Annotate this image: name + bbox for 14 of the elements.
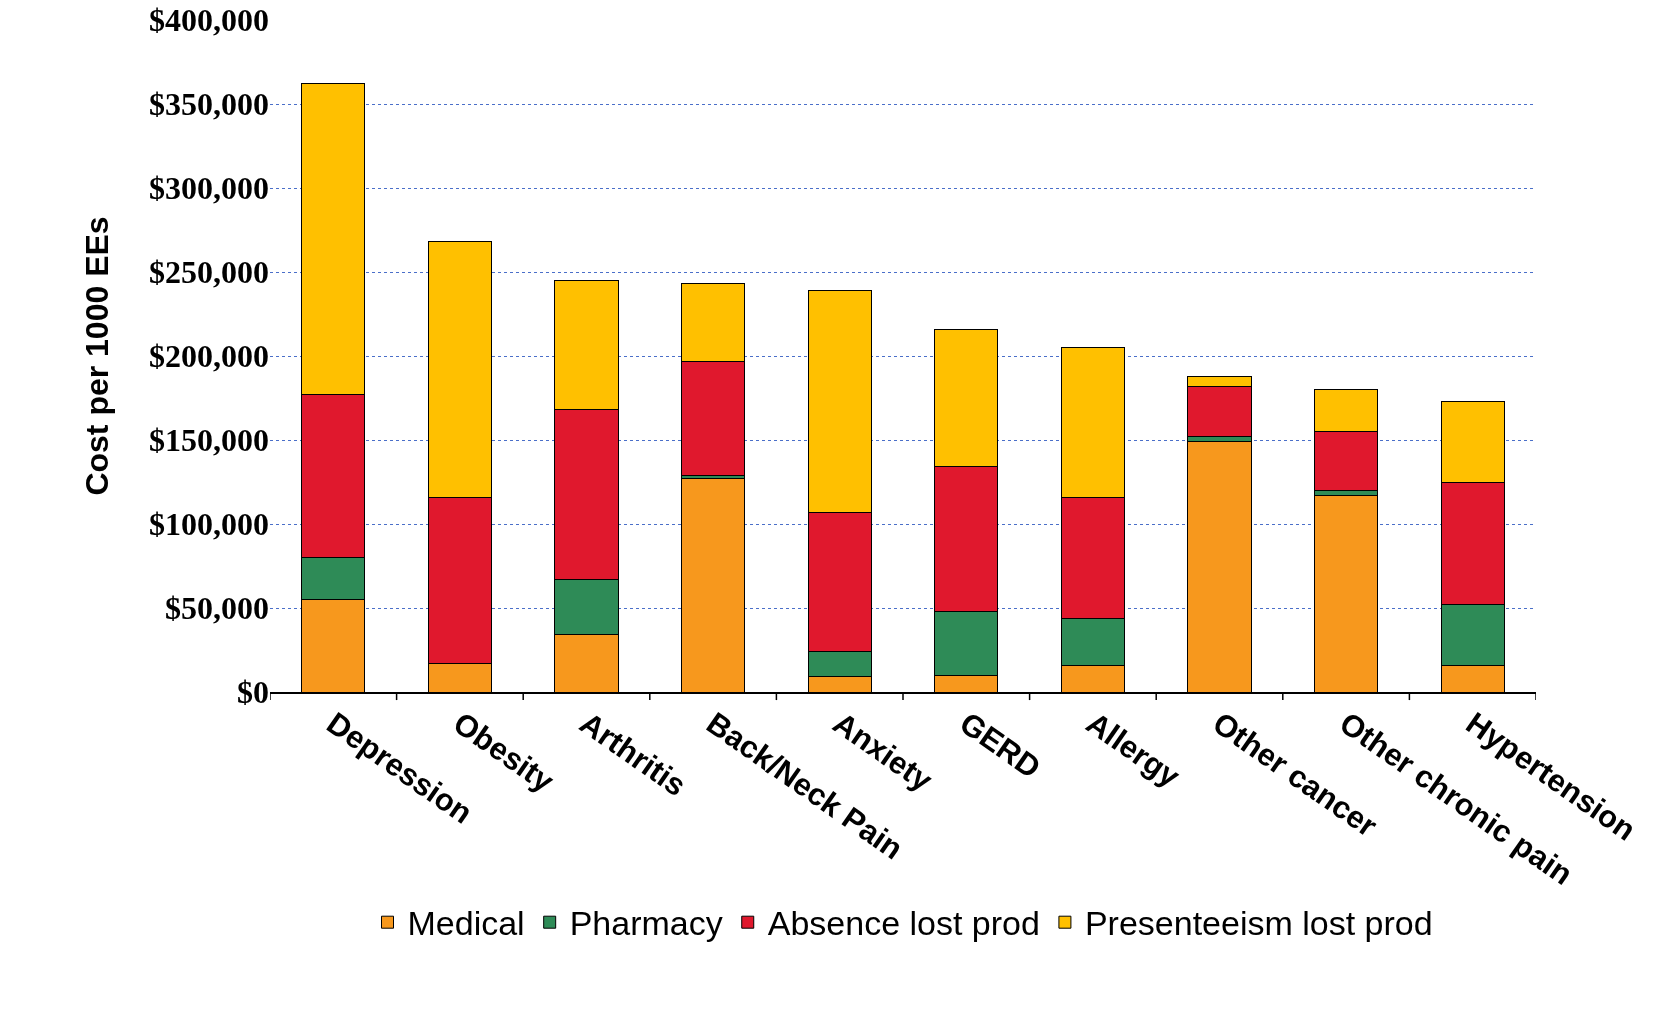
y-tick-label: $400,000 xyxy=(149,2,269,39)
legend-label: Medical xyxy=(407,904,525,943)
legend-label: Pharmacy xyxy=(569,904,723,943)
y-tick-label: $200,000 xyxy=(149,338,269,375)
legend-label: Absence lost prod xyxy=(767,904,1040,943)
y-tick-label: $250,000 xyxy=(149,254,269,291)
y-tick-label: $150,000 xyxy=(149,422,269,459)
y-tick-label: $350,000 xyxy=(149,86,269,123)
y-tick-label: $50,000 xyxy=(165,590,269,627)
y-tick-label: $300,000 xyxy=(149,170,269,207)
y-axis-title: Cost per 1000 EEs xyxy=(79,216,116,496)
y-tick-label: $0 xyxy=(237,674,269,711)
legend-label: Presenteeism lost prod xyxy=(1084,904,1433,943)
y-tick-label: $100,000 xyxy=(149,506,269,543)
